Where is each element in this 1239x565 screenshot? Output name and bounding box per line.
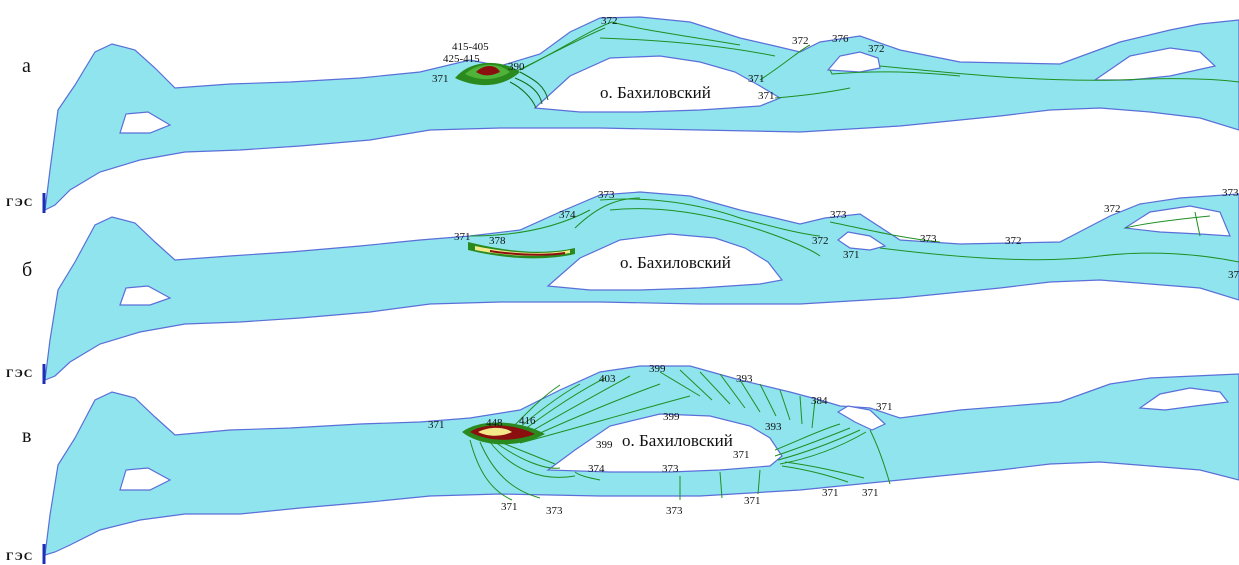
island-left-c bbox=[119, 467, 172, 491]
dam-label-b: ГЭС bbox=[6, 366, 33, 380]
isoline-label: 416 bbox=[519, 415, 536, 427]
isoline-label: 37 bbox=[1228, 269, 1239, 281]
isoline-label: 399 bbox=[663, 411, 680, 423]
island-bakhilovsky-c bbox=[546, 413, 783, 473]
isoline-label: 448 bbox=[486, 417, 503, 429]
panel-b: ГЭС б о. Бахиловский 373 374 371 378 373… bbox=[6, 187, 1239, 384]
isoline-label: 393 bbox=[736, 373, 753, 385]
isoline-label: 376 bbox=[832, 33, 849, 45]
isoline-label: 373 bbox=[662, 463, 679, 475]
island-bakhilovsky-b bbox=[546, 233, 784, 291]
isoline-label: 372 bbox=[601, 15, 618, 27]
isoline-label: 403 bbox=[599, 373, 616, 385]
panel-c: ГЭС в о. Бахиловский 399 403 393 384 371… bbox=[6, 363, 1239, 564]
isoline-label: 373 bbox=[920, 233, 937, 245]
island-label-a: о. Бахиловский bbox=[600, 83, 711, 102]
river-channel-a bbox=[44, 16, 1239, 212]
island-label-c: о. Бахиловский bbox=[622, 431, 733, 450]
island-left-b bbox=[119, 285, 172, 306]
isoline-label: 372 bbox=[792, 35, 809, 47]
isoline-label: 374 bbox=[588, 463, 605, 475]
isoline-label: 399 bbox=[596, 439, 613, 451]
isoline-label: 373 bbox=[546, 505, 563, 517]
isoline-label: 371 bbox=[428, 419, 445, 431]
isoline-label: 371 bbox=[432, 73, 449, 85]
isoline-label: 371 bbox=[822, 487, 839, 499]
panel-letter-a: а bbox=[22, 55, 31, 77]
isoline-label: 399 bbox=[649, 363, 666, 375]
isoline-label: 371 bbox=[843, 249, 860, 261]
panel-letter-c: в bbox=[22, 425, 31, 447]
island-small-c bbox=[836, 405, 887, 431]
isoline-fan-right-c bbox=[659, 369, 891, 495]
isoline-label: 390 bbox=[508, 61, 525, 73]
isoline-label: 371 bbox=[876, 401, 893, 413]
isoline-label: 374 bbox=[559, 209, 576, 221]
island-small-b bbox=[836, 231, 887, 251]
isoline-label: 371 bbox=[744, 495, 761, 507]
hotspot-b bbox=[468, 242, 575, 259]
isoline-label: 393 bbox=[765, 421, 782, 433]
isoline-label: 373 bbox=[666, 505, 683, 517]
hotspot-c bbox=[462, 422, 545, 445]
isoline-label: 371 bbox=[454, 231, 471, 243]
isoline-label: 373 bbox=[830, 209, 847, 221]
panel-letter-b: б bbox=[22, 259, 32, 281]
island-left-a bbox=[119, 111, 172, 134]
isoline-label: 372 bbox=[1005, 235, 1022, 247]
isoline-label: 371 bbox=[501, 501, 518, 513]
isoline-label: 371 bbox=[733, 449, 750, 461]
isoline-label: 384 bbox=[811, 395, 828, 407]
island-label-b: о. Бахиловский bbox=[620, 253, 731, 272]
isoline-label: 425-415 bbox=[443, 53, 480, 65]
isoline-label: 371 bbox=[748, 73, 765, 85]
isoline-label: 378 bbox=[489, 235, 506, 247]
isoline-label: 372 bbox=[1104, 203, 1121, 215]
dam-label-a: ГЭС bbox=[6, 195, 33, 209]
dam-label-c: ГЭС bbox=[6, 549, 33, 563]
isoline-label: 415-405 bbox=[452, 41, 489, 53]
isoline-label: 373 bbox=[1222, 187, 1239, 199]
island-bakhilovsky-a bbox=[533, 55, 782, 113]
isoline-label: 371 bbox=[758, 90, 775, 102]
isoline-label: 373 bbox=[598, 189, 615, 201]
isoline-label: 372 bbox=[868, 43, 885, 55]
island-right-b bbox=[1123, 205, 1231, 237]
hotspot-a bbox=[455, 62, 549, 109]
isoline-label: 371 bbox=[862, 487, 879, 499]
isoline-label: 372 bbox=[812, 235, 829, 247]
panel-a: ГЭС а о. Бахиловский 372 372 376 372 415… bbox=[6, 15, 1239, 213]
island-right-c bbox=[1138, 387, 1230, 411]
